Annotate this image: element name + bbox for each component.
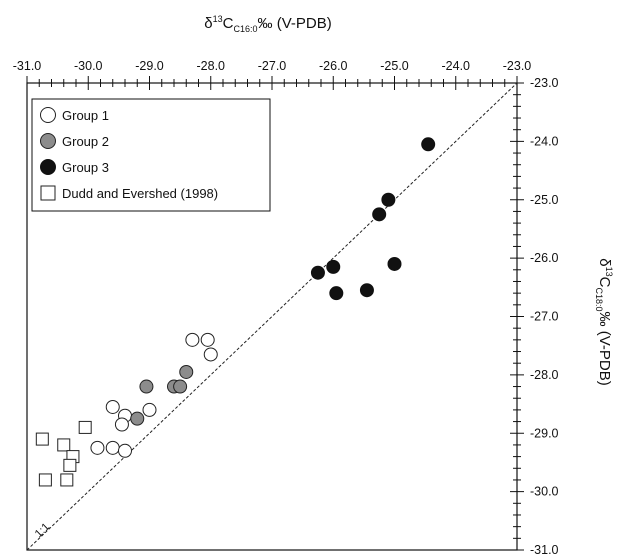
y-axis-title: δ13CC18:0‰ (V-PDB) (594, 258, 614, 385)
data-point-circle (310, 265, 325, 280)
data-point-circle (142, 402, 157, 417)
x-tick-label: -27.0 (258, 59, 287, 73)
data-point-square (63, 458, 77, 472)
x-tick-label: -24.0 (442, 59, 471, 73)
data-point-circle (118, 443, 132, 458)
data-point-circle (185, 332, 200, 347)
data-point-circle (387, 256, 402, 271)
y-tick-label: -26.0 (530, 251, 559, 265)
one-to-one-label: 1:1 (33, 521, 52, 540)
data-point-circle (173, 379, 188, 394)
x-tick-label: -30.0 (74, 59, 103, 73)
x-tick-label: -29.0 (135, 59, 164, 73)
x-tick-label: -26.0 (319, 59, 348, 73)
legend-marker-circle (40, 159, 56, 175)
y-tick-label: -30.0 (530, 485, 559, 499)
y-tick-label: -31.0 (530, 543, 559, 557)
data-point-circle (139, 379, 154, 394)
data-point-circle (203, 347, 218, 362)
data-point-circle (329, 286, 344, 301)
y-tick-label: -29.0 (530, 426, 559, 440)
legend: Group 1 Group 2 Group 3 Dudd and Evershed (… (31, 98, 271, 212)
x-tick-label: -23.0 (503, 59, 532, 73)
x-axis-title: δ13CC16:0‰ (V-PDB) (204, 14, 331, 34)
data-point-circle (326, 259, 341, 274)
legend-label: Dudd and Evershed (1998) (62, 186, 218, 201)
legend-box (31, 98, 271, 212)
x-tick-label: -31.0 (13, 59, 42, 73)
y-tick-label: -27.0 (530, 310, 559, 324)
data-point-circle (381, 192, 396, 207)
data-point-circle (179, 364, 194, 379)
y-tick-label: -28.0 (530, 368, 559, 382)
legend-marker-circle (40, 107, 56, 123)
legend-label: Group 3 (62, 160, 109, 175)
data-point-circle (372, 207, 387, 222)
data-point-circle (359, 283, 374, 298)
data-point-square (60, 473, 74, 487)
data-point-circle (90, 440, 105, 455)
legend-marker-circle (40, 133, 56, 149)
data-point-circle (114, 417, 129, 432)
x-axis: -31.0 -30.0 -29.0 -28.0 -27.0 -26.0 -25.0 -24.0… (13, 59, 532, 90)
data-point-circle (200, 332, 215, 347)
data-point-circle (105, 399, 120, 414)
x-tick-label: -28.0 (197, 59, 226, 73)
legend-label: Group 1 (62, 108, 109, 123)
data-point-circle (130, 411, 145, 426)
data-point-square (57, 438, 71, 452)
y-tick-label: -25.0 (530, 193, 559, 207)
y-tick-label: -23.0 (530, 76, 559, 90)
one-to-one-line-path (26, 82, 518, 551)
data-point-square (38, 473, 52, 487)
y-axis: -23.0 -24.0 -25.0 -26.0 -27.0 -28.0 -29.0 -30.0… (510, 76, 559, 557)
data-point-circle (421, 137, 436, 152)
x-tick-label: -25.0 (380, 59, 409, 73)
data-point-square (78, 420, 92, 434)
y-tick-label: -24.0 (530, 134, 559, 148)
data-point-circle (105, 440, 120, 455)
data-points (35, 137, 436, 487)
data-point-square (35, 432, 49, 446)
legend-label: Group 2 (62, 134, 109, 149)
legend-marker-square (40, 185, 56, 201)
